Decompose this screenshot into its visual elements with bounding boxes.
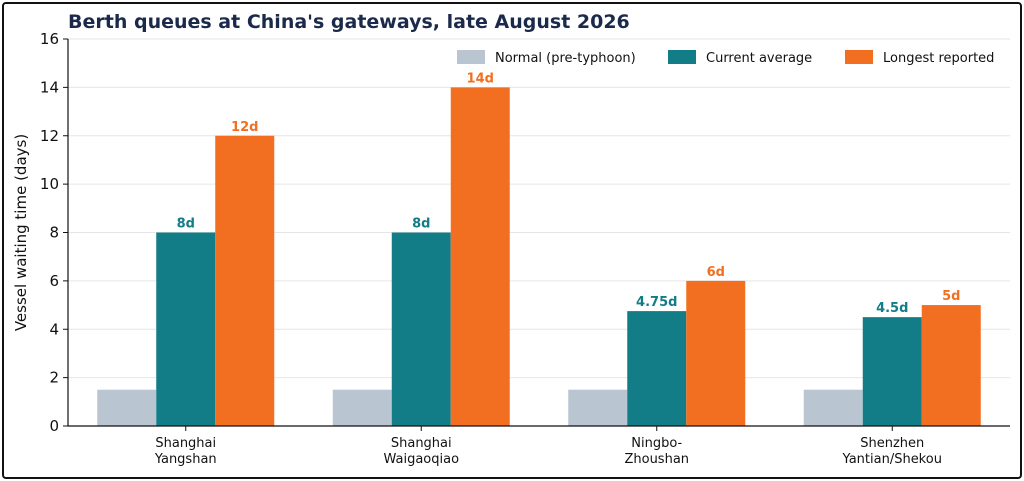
legend-item: Current average (668, 50, 812, 66)
data-label: 4.5d (876, 301, 908, 316)
x-tick-label: Yangshan (154, 452, 217, 467)
legend-swatch (668, 50, 696, 64)
y-tick-label: 2 (49, 369, 59, 387)
data-label: 14d (467, 71, 494, 86)
y-tick-label: 14 (40, 78, 59, 96)
bar-longest-reported (215, 135, 275, 426)
legend-swatch (457, 50, 485, 64)
bar-longest-reported (686, 280, 746, 426)
data-labels: 8d 12d 8d 14d 4.75d 6d 4.5d 5d (177, 71, 961, 316)
y-tick-label: 4 (49, 320, 59, 338)
y-tick-label: 8 (49, 224, 59, 242)
bar-current-average (391, 232, 451, 426)
axes: 0246810121416ShanghaiYangshanShanghaiWai… (40, 30, 1010, 467)
bar-current-average (862, 317, 922, 426)
legend-item: Normal (pre-typhoon) (457, 50, 636, 66)
data-label: 8d (412, 217, 430, 232)
bar-longest-reported (921, 305, 981, 426)
bar-current-average (627, 311, 687, 426)
y-tick-label: 6 (49, 272, 59, 290)
bars (97, 87, 981, 426)
y-tick-label: 0 (49, 417, 59, 435)
x-tick-label: Shenzhen (860, 436, 924, 451)
bar-current-average (156, 232, 216, 426)
y-tick-label: 16 (40, 30, 59, 48)
data-label: 12d (231, 120, 258, 135)
y-tick-label: 12 (40, 127, 59, 145)
bar-normal-pre-typhoon (803, 389, 863, 426)
x-tick-label: Shanghai (155, 436, 216, 451)
bar-normal-pre-typhoon (97, 389, 157, 426)
x-tick-label: Ningbo- (631, 436, 682, 451)
x-tick-label: Waigaoqiao (383, 452, 459, 467)
x-tick-label: Zhoushan (624, 452, 689, 467)
data-label: 8d (177, 217, 195, 232)
data-label: 4.75d (636, 295, 677, 310)
bar-normal-pre-typhoon (332, 389, 392, 426)
y-tick-label: 10 (40, 175, 59, 193)
x-tick-label: Yantian/Shekou (842, 452, 942, 467)
legend-item: Longest reported (845, 50, 994, 66)
data-label: 6d (707, 265, 725, 280)
x-tick-label: Shanghai (391, 436, 452, 451)
legend-label: Current average (706, 51, 812, 66)
legend-label: Normal (pre-typhoon) (495, 51, 636, 66)
data-label: 5d (942, 289, 960, 304)
legend-swatch (845, 50, 873, 64)
bar-normal-pre-typhoon (568, 389, 628, 426)
legend: Normal (pre-typhoon) Current average Longe… (457, 50, 994, 66)
legend-label: Longest reported (883, 51, 994, 66)
y-axis-label: Vessel waiting time (days) (12, 134, 30, 331)
chart-title: Berth queues at China's gateways, late A… (68, 11, 630, 33)
bar-longest-reported (450, 87, 510, 426)
